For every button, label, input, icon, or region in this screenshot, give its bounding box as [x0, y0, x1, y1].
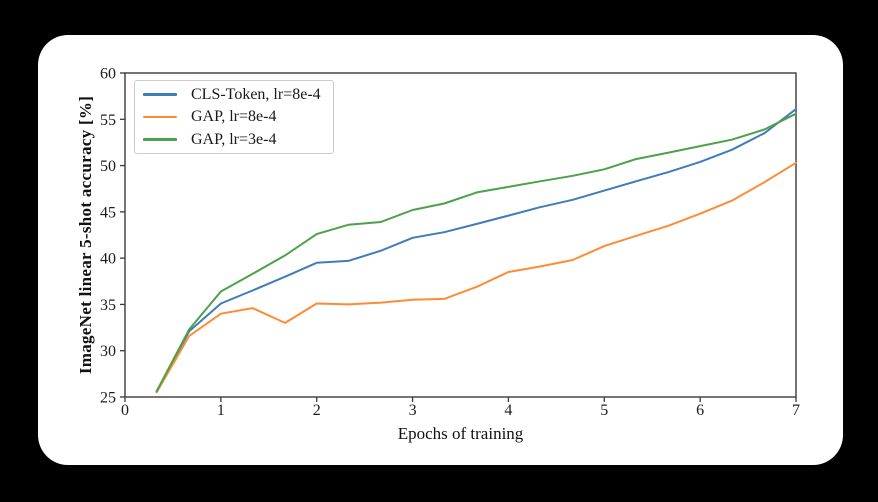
legend-label: CLS-Token, lr=8e-4: [191, 85, 321, 103]
x-tick-label: 4: [504, 402, 512, 419]
x-tick-label: 1: [217, 402, 225, 419]
series-line-2: [155, 112, 797, 393]
legend-entry: GAP, lr=3e-4: [135, 129, 333, 151]
x-tick-label: 6: [696, 402, 704, 419]
x-tick-label: 7: [792, 402, 800, 419]
y-tick-label: 40: [100, 251, 116, 268]
legend-line-swatch-blue: [143, 93, 177, 96]
y-tick-label: 55: [100, 112, 116, 129]
series-line-0: [155, 108, 797, 393]
y-tick-label: 60: [100, 66, 116, 83]
x-tick-label: 0: [121, 402, 129, 419]
figure-card: 0 1 2 3 4 5 6 7 25 30 35 40 45 50 55 60 ImageNet linear…: [38, 35, 843, 465]
x-tick-label: 3: [409, 402, 417, 419]
x-tick-label: 5: [600, 402, 608, 419]
y-tick-label: 25: [100, 390, 116, 407]
legend-label: GAP, lr=8e-4: [191, 108, 277, 125]
legend-label: GAP, lr=3e-4: [191, 130, 277, 148]
legend-entry: CLS-Token, lr=8e-4: [135, 84, 333, 106]
legend-line-swatch-orange: [143, 115, 177, 119]
x-tick-label: 2: [313, 402, 321, 419]
y-tick-label: 35: [100, 297, 116, 314]
plot-border: [124, 72, 797, 398]
legend-entry: GAP, lr=8e-4: [135, 106, 333, 128]
x-axis-label: Epochs of training: [397, 424, 524, 443]
y-tick-label: 45: [100, 204, 116, 221]
series-line-1: [155, 161, 797, 394]
y-tick-label: 50: [100, 158, 116, 175]
legend-line-swatch-green: [143, 138, 177, 141]
y-axis-label: ImageNet linear 5-shot accuracy [%]: [76, 95, 95, 375]
legend: CLS-Token, lr=8e-4 GAP, lr=8e-4 GAP, lr=…: [134, 80, 334, 154]
y-tick-label: 30: [100, 343, 116, 360]
